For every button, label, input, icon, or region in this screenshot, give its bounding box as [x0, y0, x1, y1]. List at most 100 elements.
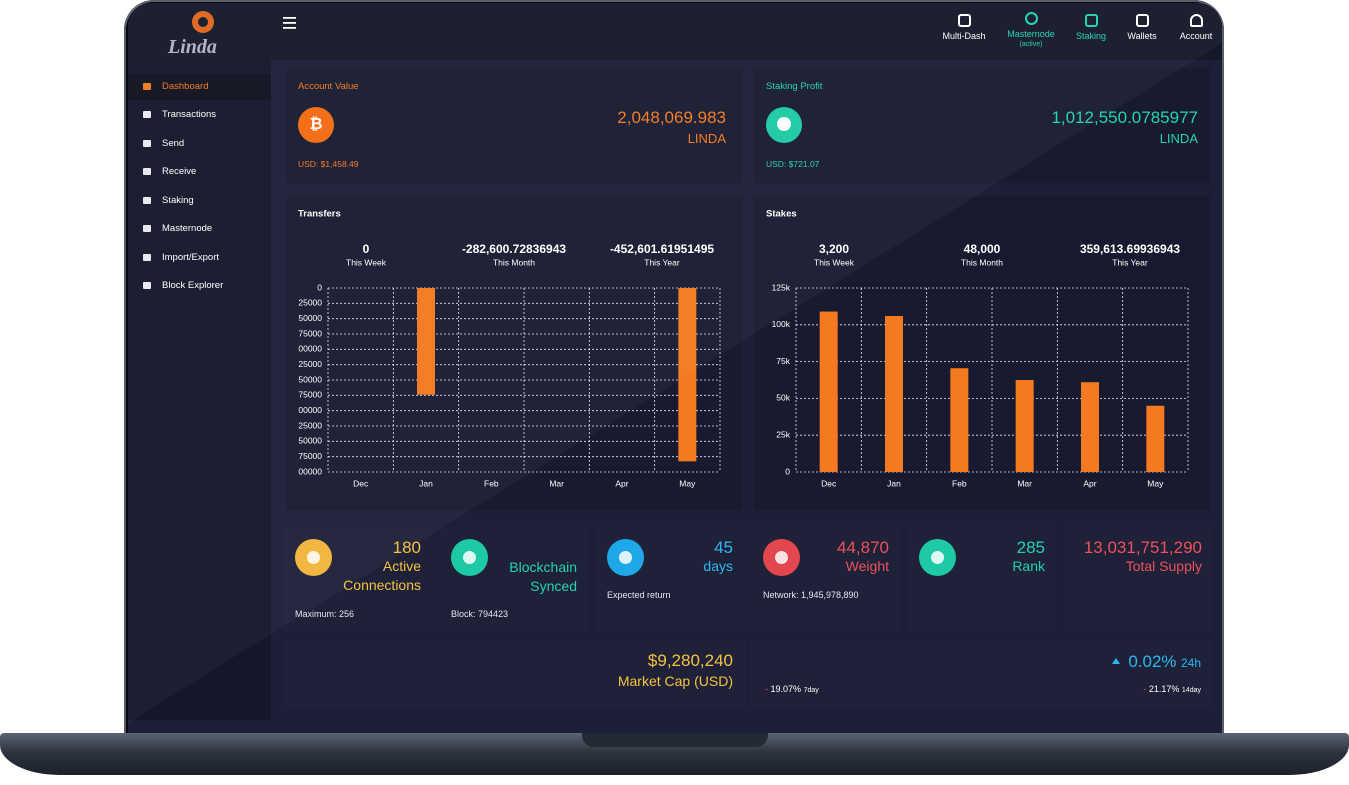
sidebar-item[interactable]: Import/Export [128, 245, 271, 271]
change-card: 0.02% 24h - 19.07% 7day - 21.17% 14day [751, 640, 1213, 708]
change-history-value: 19.07% [770, 684, 802, 694]
y-tick-label: 25k [776, 429, 790, 439]
sidebar-item[interactable]: Block Explorer [128, 273, 271, 299]
x-tick-label: Feb [952, 478, 967, 488]
chart-stat-label: This Month [961, 257, 1003, 267]
up-arrow [1112, 658, 1120, 664]
nav-label: Masternode [1007, 29, 1055, 39]
y-tick-label: 50000 [298, 313, 322, 323]
stat-lines: Blockchain Synced [509, 558, 577, 596]
y-tick-label: 75000 [298, 328, 322, 338]
stat-card: 180 Active Connections Maximum: 256 [283, 527, 432, 632]
stat-icon [763, 539, 800, 576]
stat-label: Weight [845, 558, 889, 574]
bar [1081, 382, 1099, 472]
x-tick-label: Mar [549, 478, 564, 488]
x-tick-label: Mar [1017, 478, 1032, 488]
chart-stat-label: This Week [346, 257, 387, 267]
sidebar-label: Import/Export [162, 252, 220, 263]
summary-card: Account Value ₿ 2,048,069.983 LINDA USD: … [286, 68, 742, 183]
market-card: $9,280,240 Market Cap (USD) [283, 640, 745, 708]
stat-lines: 44,870 Weight [837, 538, 889, 576]
bar [417, 288, 435, 395]
sidebar-item[interactable]: Masternode [128, 216, 271, 242]
chart-stat-label: This Week [814, 257, 855, 267]
bitcoin-icon: ₿ [298, 107, 334, 143]
card-title: Account Value [298, 81, 359, 92]
stat-icon [295, 539, 332, 576]
stat-card: 45 days Expected return [595, 527, 744, 632]
stat-card: Blockchain Synced Block: 794423 [439, 527, 588, 632]
change-block: 0.02% 24h [1128, 652, 1201, 672]
stat-label: Synced [530, 578, 577, 594]
stat-icon [451, 539, 488, 576]
market-label: Market Cap (USD) [617, 673, 733, 689]
change-sign: - [765, 684, 768, 694]
sidebar-item[interactable]: Receive [128, 159, 271, 185]
card-unit: LINDA [1159, 131, 1198, 146]
stat-icon [607, 539, 644, 576]
menu-toggle[interactable] [283, 17, 297, 29]
sidebar-item[interactable]: Dashboard [128, 74, 271, 100]
top-bar [128, 3, 1222, 60]
sidebar-label: Staking [162, 195, 194, 206]
change-value: 0.02% [1128, 652, 1177, 671]
nav-label: Account [1179, 31, 1213, 41]
change-history-period: 14day [1181, 687, 1201, 694]
stat-lines: 285 Rank [1012, 538, 1045, 576]
sidebar-item[interactable]: Send [128, 131, 271, 157]
brand-name: Linda [168, 36, 217, 58]
stat-value: 13,031,751,290 [1083, 538, 1202, 557]
x-tick-label: Dec [353, 478, 369, 488]
y-tick-label: 25000 [298, 298, 322, 308]
x-tick-label: Feb [484, 478, 499, 488]
market-value: $9,280,240 [647, 651, 733, 670]
bar [950, 368, 969, 472]
card-amount-block: 1,012,550.0785977 LINDA [1051, 108, 1198, 146]
y-tick-label: 100k [772, 319, 791, 329]
laptop-notch [582, 733, 768, 747]
stat-value: 180 [392, 538, 421, 557]
x-tick-label: Jan [887, 478, 901, 488]
nav-item[interactable]: Masternode (active) [1001, 12, 1061, 48]
sidebar [128, 60, 271, 720]
bar [678, 288, 697, 462]
stat-note: Block: 794423 [451, 609, 509, 619]
stat-card: 285 Rank [907, 527, 1056, 632]
card-unit: LINDA [687, 131, 726, 146]
chart-stat-label: This Year [644, 257, 680, 267]
x-tick-label: May [1147, 478, 1164, 488]
nav-label: Multi-Dash [942, 31, 986, 41]
nav-item[interactable]: Staking [1061, 14, 1121, 41]
change-period: 24h [1180, 656, 1201, 670]
stat-label: days [703, 558, 733, 574]
y-tick-label: 125k [772, 282, 791, 292]
staking-icon [766, 107, 802, 143]
card-amount: 2,048,069.983 [617, 108, 726, 127]
market-block: $9,280,240 Market Cap (USD) [618, 651, 733, 689]
nav-status: (active) [1019, 41, 1043, 48]
stat-label: Blockchain [509, 559, 577, 575]
nav-item[interactable]: Account [1166, 14, 1226, 41]
stat-lines: 13,031,751,290 Total Supply [1084, 538, 1202, 576]
y-tick-label: 00000 [298, 405, 322, 415]
y-tick-label: 75k [776, 356, 790, 366]
stat-label: Connections [343, 577, 421, 593]
bar [885, 315, 903, 472]
y-tick-label: 0 [785, 466, 790, 476]
sidebar-label: Masternode [162, 223, 213, 234]
change-history-period: 7day [803, 687, 819, 694]
chart-stat-value: 0 [363, 242, 370, 256]
y-tick-label: 75000 [298, 390, 322, 400]
nav-item[interactable]: Multi-Dash [934, 14, 994, 41]
sidebar-item[interactable]: Transactions [128, 102, 271, 128]
stat-note: Maximum: 256 [295, 609, 355, 619]
stat-label: Rank [1012, 558, 1045, 574]
chart-stat-value: -452,601.61951495 [610, 242, 714, 256]
y-tick-label: 0 [317, 282, 322, 292]
stat-card: 44,870 Weight Network: 1,945,978,890 [751, 527, 900, 632]
nav-item[interactable]: Wallets [1112, 14, 1172, 41]
sidebar-item[interactable]: Staking [128, 188, 271, 214]
